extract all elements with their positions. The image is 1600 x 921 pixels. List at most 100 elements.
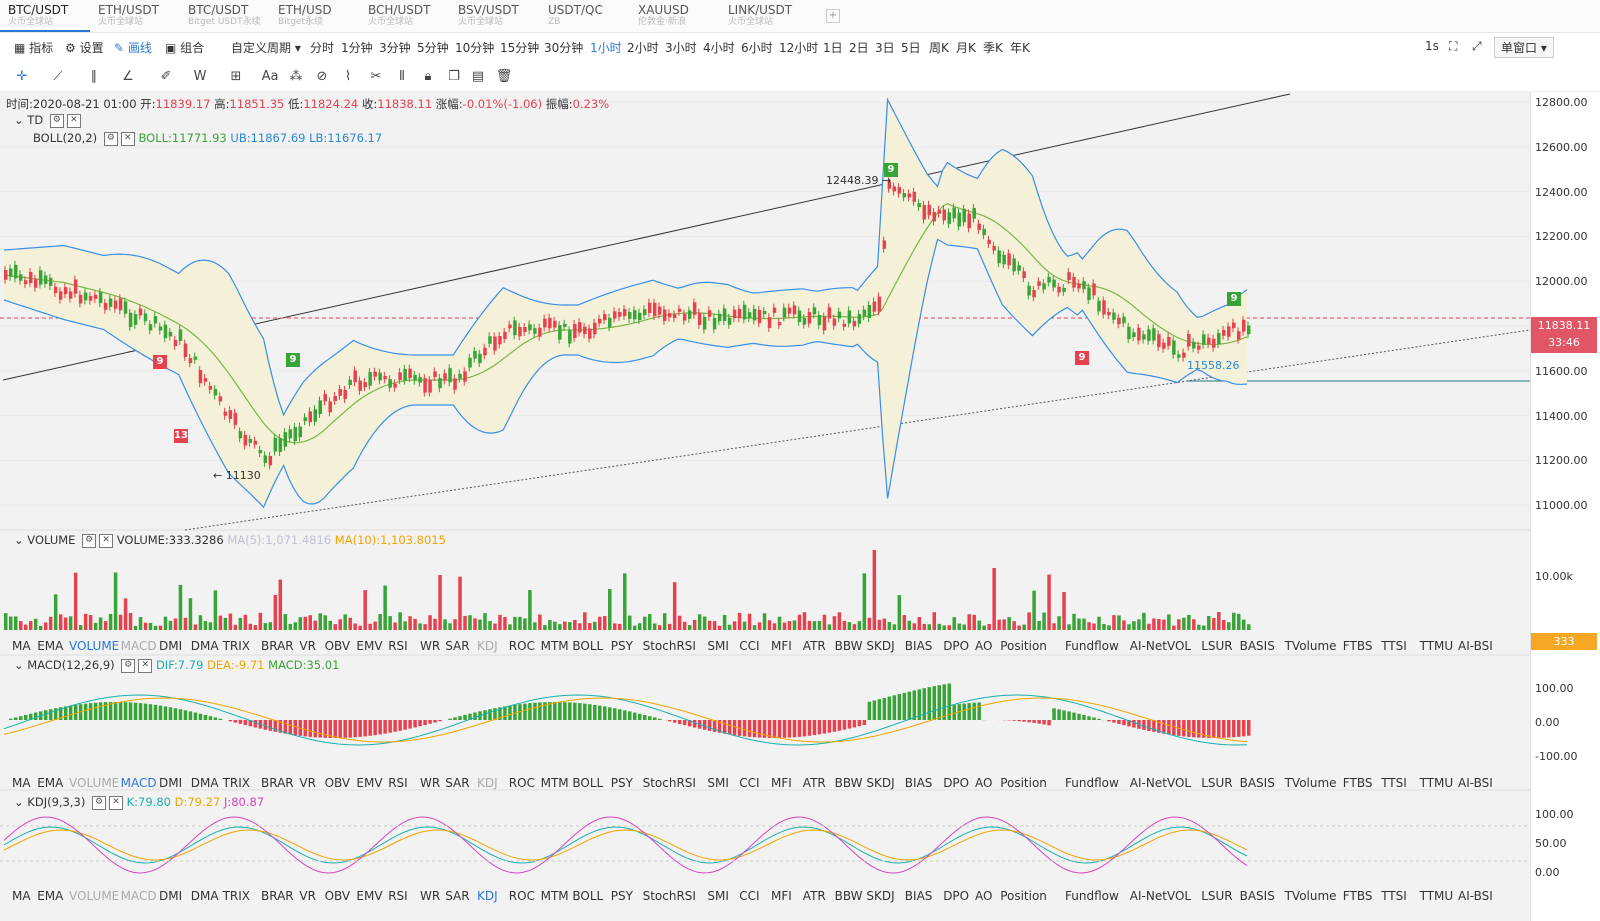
indicator-option[interactable]: TVolume xyxy=(1284,639,1337,653)
indicator-option[interactable]: BRAR xyxy=(261,889,294,903)
indicator-option[interactable]: ROC xyxy=(508,889,535,903)
period-option[interactable]: 3分钟 xyxy=(379,41,411,55)
indicator-option[interactable]: TRIX xyxy=(222,889,251,903)
indicator-option[interactable]: TTSI xyxy=(1381,776,1407,790)
indicator-option[interactable]: LSUR xyxy=(1201,776,1233,790)
indicator-option[interactable]: SMI xyxy=(707,776,729,790)
indicator-option[interactable]: BIAS xyxy=(904,639,933,653)
indicator-option[interactable]: BBW xyxy=(834,889,863,903)
indicator-option[interactable]: DPO xyxy=(943,639,970,653)
indicator-option[interactable]: AO xyxy=(975,889,993,903)
indicator-option[interactable]: TVolume xyxy=(1284,889,1337,903)
indicator-option[interactable]: AI-NetVOL xyxy=(1129,776,1192,790)
indicator-option[interactable]: MFI xyxy=(771,889,792,903)
indicator-option[interactable]: SKDJ xyxy=(866,889,895,903)
collapse-icon[interactable]: ⌄ xyxy=(14,795,24,809)
indicator-option[interactable]: EMV xyxy=(356,776,383,790)
indicator-option[interactable]: ATR xyxy=(802,889,826,903)
indicator-option[interactable]: PSY xyxy=(610,889,633,903)
indicator-option[interactable]: TTSI xyxy=(1381,639,1407,653)
indicator-option[interactable]: BOLL xyxy=(572,889,604,903)
indicator-option[interactable]: BASIS xyxy=(1239,639,1275,653)
period-option[interactable]: 6小时 xyxy=(741,41,773,55)
indicator-option[interactable]: TTSI xyxy=(1381,889,1407,903)
screenshot-icon[interactable]: ⤢ xyxy=(1472,39,1482,53)
indicator-option[interactable]: PSY xyxy=(610,776,633,790)
indicator-option[interactable]: BOLL xyxy=(572,639,604,653)
indicator-option[interactable]: MTM xyxy=(540,639,569,653)
trash-icon[interactable]: 🗑︎ xyxy=(495,69,513,84)
indicator-option[interactable]: StochRSI xyxy=(642,639,696,653)
indicator-option[interactable]: TRIX xyxy=(222,639,251,653)
draw-button[interactable]: ✎ 画线 xyxy=(114,41,152,55)
symbol-tab[interactable]: ETH/USD Bitget永续 xyxy=(270,0,360,32)
settings-button[interactable]: ⚙ 设置 xyxy=(65,41,104,55)
gear-icon[interactable]: ⚙ xyxy=(103,131,118,146)
symbol-tab[interactable]: BTC/USDT 火币全球站 xyxy=(0,0,90,32)
indicator-option[interactable]: DMI xyxy=(159,639,183,653)
fullscreen-icon[interactable]: ⛶ xyxy=(1449,39,1458,53)
indicator-option[interactable]: EMA xyxy=(37,889,64,903)
period-option[interactable]: 15分钟 xyxy=(500,41,540,55)
indicator-option[interactable]: TTMU xyxy=(1419,776,1454,790)
indicator-option[interactable]: BASIS xyxy=(1239,889,1275,903)
indicator-option[interactable]: VR xyxy=(299,889,316,903)
add-tab-icon[interactable]: + xyxy=(826,9,840,23)
period-option[interactable]: 3日 xyxy=(875,41,895,55)
indicator-option[interactable]: KDJ xyxy=(477,776,498,790)
indicator-option[interactable]: MA xyxy=(12,639,31,653)
indicator-option[interactable]: EMV xyxy=(356,889,383,903)
indicator-option[interactable]: DMA xyxy=(190,639,219,653)
period-option[interactable]: 2小时 xyxy=(627,41,659,55)
indicator-option[interactable]: SAR xyxy=(445,776,470,790)
indicator-option[interactable]: FTBS xyxy=(1342,639,1373,653)
gear-icon[interactable]: ⚙ xyxy=(91,795,106,810)
indicator-option[interactable]: SMI xyxy=(707,889,729,903)
combine-button[interactable]: ▣ 组合 xyxy=(165,41,205,55)
angle-tool-icon[interactable]: ∠ xyxy=(122,69,134,84)
indicator-option[interactable]: AO xyxy=(975,639,993,653)
pattern-tool-icon[interactable]: ⁂ xyxy=(289,69,303,84)
indicator-option[interactable]: SMI xyxy=(707,639,729,653)
indicator-option[interactable]: BOLL xyxy=(572,776,604,790)
indicator-option[interactable]: CCI xyxy=(739,776,760,790)
indicator-option[interactable]: AI-NetVOL xyxy=(1129,889,1192,903)
indicator-option[interactable]: VOLUME xyxy=(69,776,120,790)
indicator-option[interactable]: BRAR xyxy=(261,776,294,790)
indicator-option[interactable]: DMA xyxy=(190,776,219,790)
indicator-option[interactable]: MA xyxy=(12,776,31,790)
indicator-option[interactable]: PSY xyxy=(610,639,633,653)
indicator-option[interactable]: MFI xyxy=(771,776,792,790)
indicator-option[interactable]: DPO xyxy=(943,776,970,790)
indicator-option[interactable]: DMI xyxy=(159,776,183,790)
symbol-tab[interactable]: XAUUSD 伦敦金·新浪 xyxy=(630,0,720,32)
indicator-option[interactable]: RSI xyxy=(388,639,408,653)
period-option[interactable]: 3小时 xyxy=(665,41,697,55)
indicator-option[interactable]: SKDJ xyxy=(866,639,895,653)
gear-icon[interactable]: ⚙ xyxy=(121,658,136,673)
indicator-option[interactable]: VR xyxy=(299,776,316,790)
indicator-option[interactable]: DMA xyxy=(190,889,219,903)
chart-area[interactable] xyxy=(0,92,1600,921)
indicator-option[interactable]: MFI xyxy=(771,639,792,653)
symbol-tab[interactable]: USDT/QC ZB xyxy=(540,0,630,32)
indicator-option[interactable]: CCI xyxy=(739,889,760,903)
symbol-tab[interactable]: LINK/USDT 火币全球站 xyxy=(720,0,810,32)
period-option[interactable]: 2日 xyxy=(849,41,869,55)
parallel-lines-tool-icon[interactable]: ∥ xyxy=(90,69,98,84)
indicator-option[interactable]: Position xyxy=(1000,889,1047,903)
period-option[interactable]: 10分钟 xyxy=(455,41,495,55)
indicator-option[interactable]: BIAS xyxy=(904,776,933,790)
gear-icon[interactable]: ⚙ xyxy=(49,113,64,128)
magnet-tool-icon[interactable]: ⊘ xyxy=(316,69,328,84)
text-tool-icon[interactable]: Aa xyxy=(261,69,279,84)
period-option[interactable]: 月K xyxy=(956,41,976,55)
close-icon[interactable]: ✕ xyxy=(138,658,153,673)
eraser-tool-icon[interactable]: ✂ xyxy=(370,69,382,84)
indicators-button[interactable]: ▦ 指标 xyxy=(14,41,54,55)
indicator-option[interactable]: SAR xyxy=(445,889,470,903)
indicator-option[interactable]: Fundflow xyxy=(1065,639,1119,653)
period-option[interactable]: 5分钟 xyxy=(417,41,449,55)
indicator-option[interactable]: TRIX xyxy=(222,776,251,790)
